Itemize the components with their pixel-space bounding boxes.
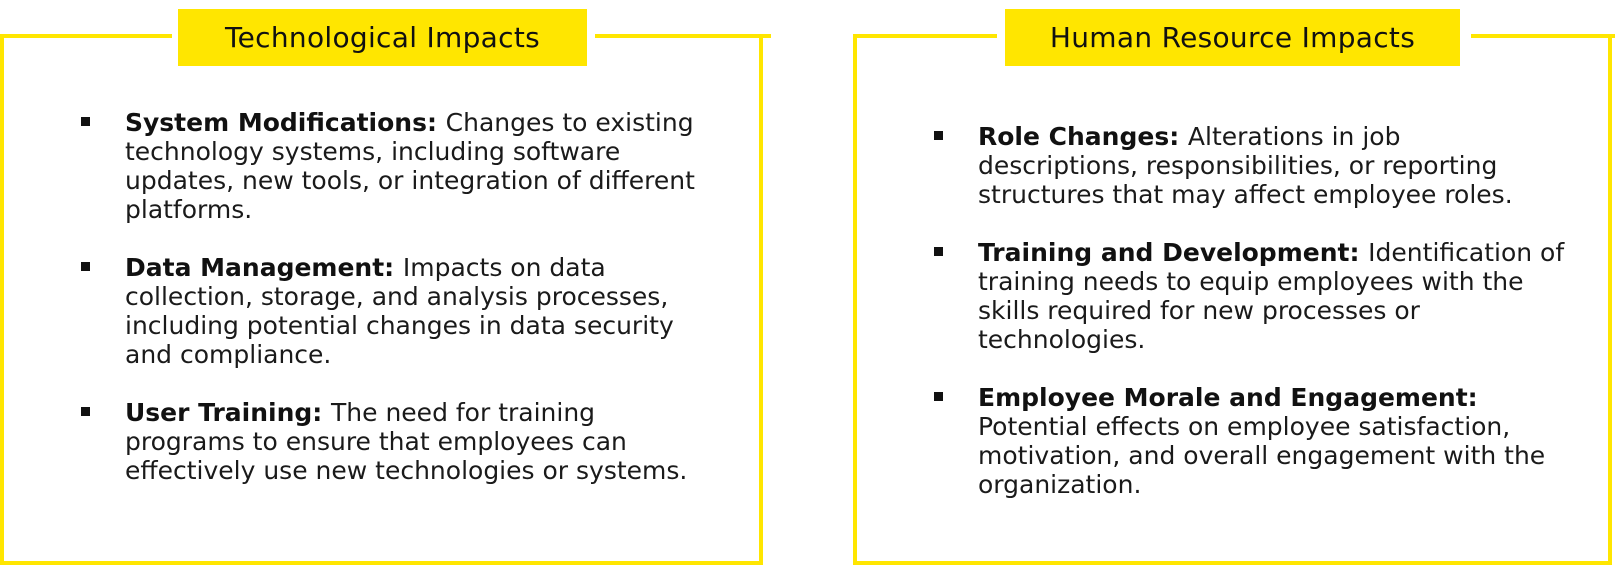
technological-impacts-title-box: Technological Impacts bbox=[178, 9, 587, 66]
list-item-employee-morale-and-engagement: Employee Morale and Engagement: Potentia… bbox=[928, 383, 1568, 499]
panel-top-border-left bbox=[0, 34, 172, 38]
panel-top-border-left bbox=[853, 34, 997, 38]
human-resource-impacts-title: Human Resource Impacts bbox=[1049, 21, 1416, 54]
square-bullet-icon bbox=[81, 117, 90, 126]
human-resource-impacts-list: Role Changes: Alterations in job descrip… bbox=[928, 122, 1568, 528]
human-resource-impacts-title-box: Human Resource Impacts bbox=[1005, 9, 1460, 66]
technological-impacts-panel bbox=[0, 34, 771, 565]
item-term: Data Management: bbox=[125, 253, 403, 282]
item-term: Employee Morale and Engagement: bbox=[978, 383, 1478, 412]
square-bullet-icon bbox=[934, 247, 943, 256]
human-resource-impacts-panel bbox=[853, 34, 1615, 565]
list-item-training-and-development: Training and Development: Identification… bbox=[928, 238, 1568, 354]
technological-impacts-list: System Modifications: Changes to existin… bbox=[75, 108, 715, 514]
item-description: Alterations in job descriptions, respons… bbox=[978, 122, 1513, 209]
technological-impacts-title: Technological Impacts bbox=[224, 21, 540, 54]
square-bullet-icon bbox=[81, 262, 90, 271]
list-item-role-changes: Role Changes: Alterations in job descrip… bbox=[928, 122, 1568, 209]
panel-top-border-right bbox=[595, 34, 771, 38]
square-bullet-icon bbox=[934, 131, 943, 140]
item-description: Impacts on data collection, storage, and… bbox=[125, 253, 674, 369]
item-description: The need for training programs to ensure… bbox=[125, 398, 688, 485]
item-description: Potential effects on employee satisfacti… bbox=[978, 412, 1546, 499]
list-item-system-modifications: System Modifications: Changes to existin… bbox=[75, 108, 715, 224]
list-item-data-management: Data Management: Impacts on data collect… bbox=[75, 253, 715, 369]
item-term: System Modifications: bbox=[125, 108, 446, 137]
item-description: Identification of training needs to equi… bbox=[978, 238, 1565, 354]
panel-top-border-right bbox=[1471, 34, 1615, 38]
item-description: Changes to existing technology systems, … bbox=[125, 108, 695, 224]
item-term: User Training: bbox=[125, 398, 332, 427]
square-bullet-icon bbox=[934, 392, 943, 401]
item-term: Role Changes: bbox=[978, 122, 1188, 151]
square-bullet-icon bbox=[81, 407, 90, 416]
item-term: Training and Development: bbox=[978, 238, 1369, 267]
list-item-user-training: User Training: The need for training pro… bbox=[75, 398, 715, 485]
